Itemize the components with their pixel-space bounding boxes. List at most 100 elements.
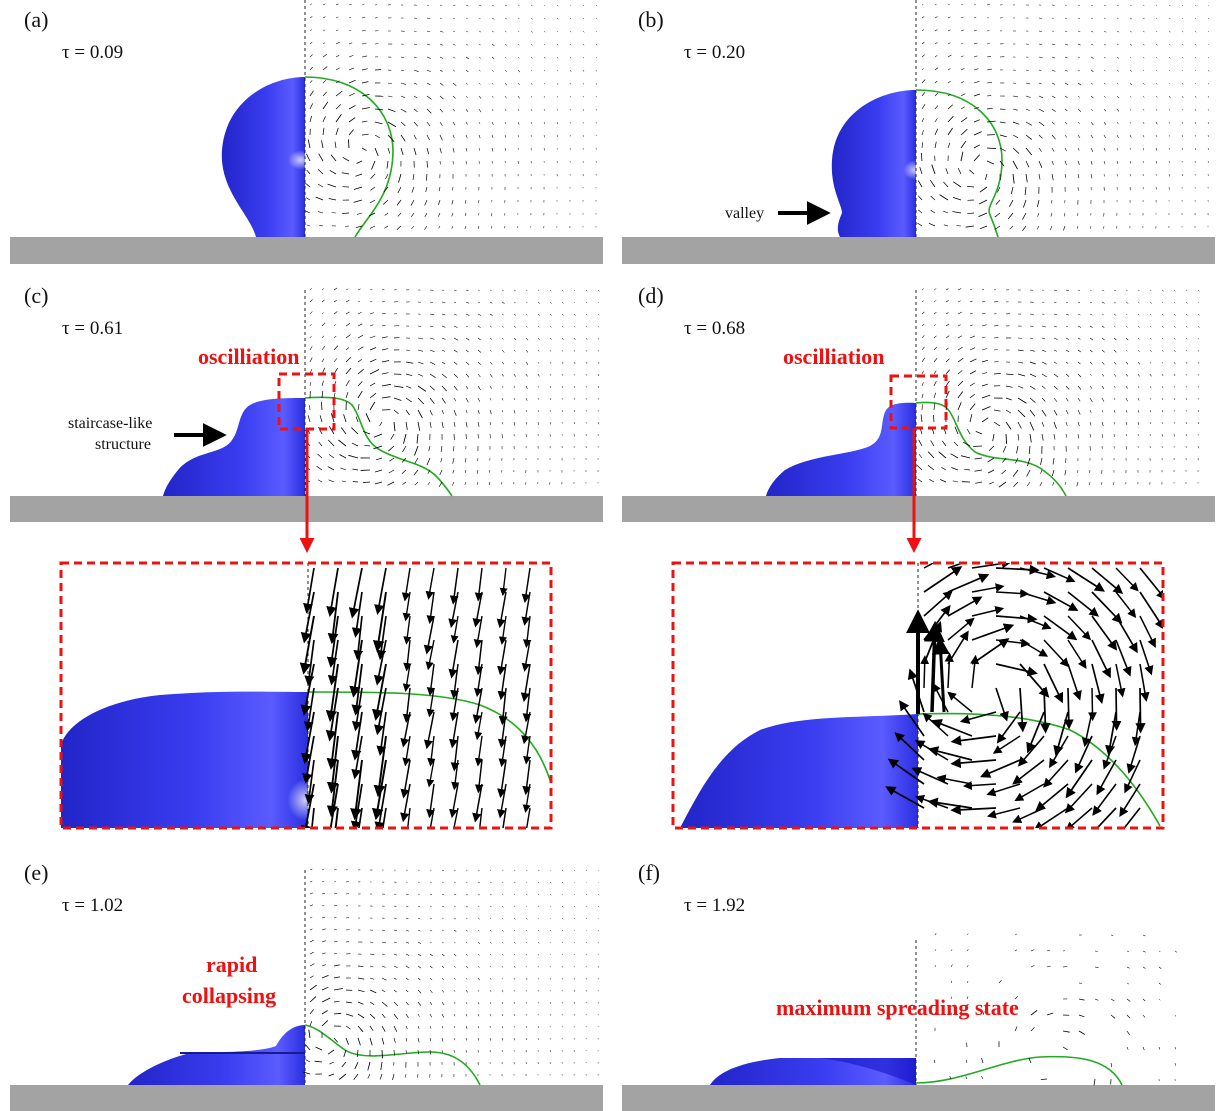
vector-arrow <box>1174 950 1178 953</box>
vector-arrow <box>969 382 975 387</box>
vector-arrow <box>543 43 546 46</box>
vector-arrow <box>1090 17 1093 19</box>
vector-arrow <box>1077 17 1080 19</box>
vector-arrow <box>1181 82 1184 85</box>
vector-arrow <box>491 82 494 85</box>
vector-arrow <box>477 965 480 968</box>
vector-arrow <box>402 687 412 723</box>
vector-arrow <box>585 869 588 871</box>
vector-arrow <box>1155 43 1158 46</box>
vector-arrow <box>417 1049 419 1055</box>
vector-arrow <box>1077 160 1080 165</box>
vector-arrow <box>1113 385 1116 389</box>
vector-arrow <box>1181 43 1184 46</box>
vector-arrow <box>530 121 533 124</box>
vector-arrow <box>1168 17 1171 20</box>
vector-arrow <box>335 104 341 110</box>
vector-arrow <box>489 373 493 378</box>
vector-arrow <box>1142 1014 1146 1018</box>
vector-arrow <box>1029 385 1036 390</box>
vector-arrow <box>921 79 926 84</box>
vector-arrow <box>1065 301 1069 303</box>
vector-arrow <box>556 43 559 46</box>
vector-arrow <box>400 711 411 748</box>
vector-arrow <box>1149 361 1152 364</box>
vector-arrow <box>969 300 973 303</box>
vector-arrow <box>953 181 962 188</box>
vector-arrow <box>429 941 432 944</box>
vector-arrow <box>549 397 551 400</box>
vector-arrow <box>348 92 355 97</box>
vector-arrow <box>582 95 584 98</box>
vector-arrow <box>453 905 456 908</box>
vector-arrow <box>424 212 428 218</box>
vector-arrow <box>400 134 406 142</box>
vector-arrow <box>585 349 588 352</box>
vector-arrow <box>981 383 989 387</box>
vector-arrow <box>465 43 469 46</box>
vector-arrow <box>491 134 494 138</box>
vector-arrow <box>465 929 468 932</box>
vector-arrow <box>414 481 419 486</box>
vector-arrow <box>1207 69 1210 72</box>
vector-arrow <box>573 965 575 968</box>
vector-arrow <box>396 199 402 206</box>
vector-arrow <box>1001 469 1007 475</box>
vector-arrow <box>502 807 507 828</box>
vector-arrow <box>1168 43 1171 46</box>
vector-arrow <box>453 1001 456 1005</box>
vector-arrow <box>1092 783 1117 816</box>
vector-arrow <box>987 469 995 474</box>
vector-arrow <box>452 457 455 464</box>
vector-arrow <box>334 141 337 149</box>
vector-arrow <box>1051 121 1055 125</box>
vector-arrow <box>1090 69 1094 72</box>
vector-arrow <box>549 905 551 907</box>
vector-arrow <box>1185 361 1188 364</box>
vector-arrow <box>1089 397 1093 403</box>
vector-arrow <box>537 1037 539 1040</box>
droplet-highlight <box>272 146 308 174</box>
vector-arrow <box>525 905 528 907</box>
vector-arrow <box>478 43 481 46</box>
vector-arrow <box>1207 147 1209 151</box>
vector-arrow <box>960 93 966 97</box>
vector-arrow <box>315 196 324 201</box>
vector-arrow <box>357 1001 364 1005</box>
vector-arrow <box>452 95 456 99</box>
vector-arrow <box>393 301 399 303</box>
vector-arrow <box>1116 69 1119 72</box>
vector-arrow <box>333 311 338 315</box>
vector-arrow <box>326 759 339 818</box>
vector-arrow <box>309 381 312 387</box>
vector-arrow <box>931 719 973 737</box>
vector-arrow <box>1173 421 1175 424</box>
vector-arrow <box>1009 199 1014 207</box>
vector-arrow <box>1129 173 1131 177</box>
vector-arrow <box>429 373 436 378</box>
vector-arrow <box>537 301 541 304</box>
vector-arrow <box>1137 421 1140 426</box>
vector-arrow <box>597 941 599 944</box>
vector-arrow <box>438 481 443 487</box>
vector-arrow <box>1062 1046 1068 1051</box>
vector-arrow <box>513 325 517 328</box>
vector-arrow <box>1174 1046 1177 1050</box>
vector-arrow <box>351 591 363 638</box>
vector-arrow <box>513 941 516 944</box>
vector-arrow <box>525 941 528 944</box>
vector-arrow <box>1142 160 1144 163</box>
vector-arrow <box>1063 225 1066 231</box>
vector-arrow <box>413 147 417 156</box>
vector-arrow <box>464 457 467 463</box>
vector-arrow <box>556 95 559 98</box>
vector-arrow <box>960 81 965 84</box>
vector-arrow <box>441 337 446 340</box>
vector-arrow <box>585 397 587 400</box>
vector-arrow <box>317 479 323 483</box>
vector-arrow <box>981 1075 984 1080</box>
vector-arrow <box>369 288 373 291</box>
vector-arrow <box>573 325 576 328</box>
vector-arrow <box>352 481 359 483</box>
vector-arrow <box>513 349 516 352</box>
